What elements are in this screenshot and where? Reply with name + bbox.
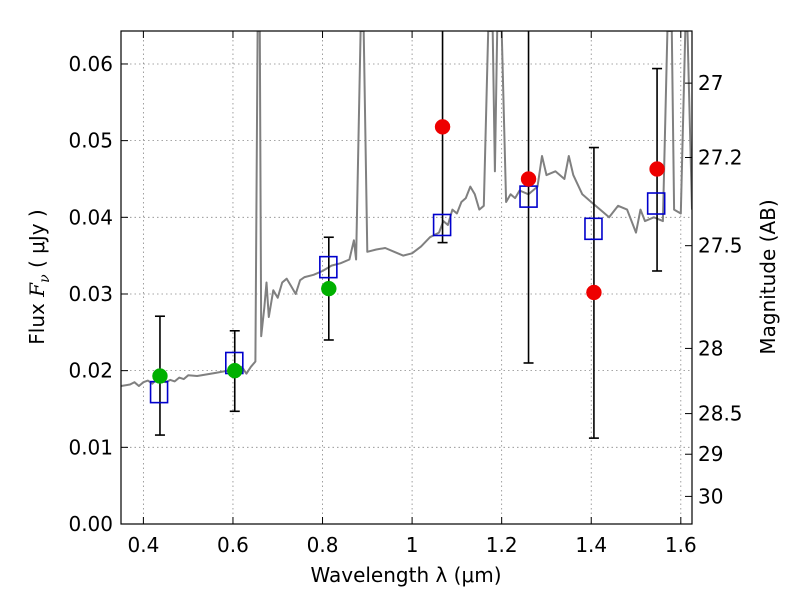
plot-frame <box>120 30 693 525</box>
y2-axis-title: Magnitude (AB) <box>756 199 780 354</box>
green-circle-marker <box>321 280 337 297</box>
y2-tick-label: 28.5 <box>698 402 743 426</box>
y-tick-label: 0.01 <box>68 435 113 459</box>
y-axis-title: Flux Fν ( μJy ) <box>25 209 53 344</box>
ticks: 0.4 0.6 0.8 1 1.2 1.4 1.6 0.00 0.01 0.02 0.03 0.04 0… <box>68 31 743 557</box>
y-tick-label: 0.04 <box>68 205 113 229</box>
x-tick-label: 0.4 <box>127 533 159 557</box>
y2-tick-label: 28 <box>698 336 723 360</box>
green-circle-marker <box>152 368 168 384</box>
grid <box>121 31 692 525</box>
y2-tick-label: 30 <box>698 484 723 508</box>
x-tick-label: 0.6 <box>217 533 249 557</box>
y2-tick-label: 27 <box>698 71 723 95</box>
y2-tick-label: 27.5 <box>698 234 743 258</box>
y2-tick-label: 29 <box>698 442 723 466</box>
red-circle-marker <box>520 171 537 187</box>
red-circle-marker <box>586 284 602 301</box>
plot-data <box>121 31 692 387</box>
y-tick-label: 0.03 <box>68 282 113 306</box>
model-square-marker <box>432 213 452 237</box>
x-tick-label: 1.6 <box>665 533 697 557</box>
green-circle-marker <box>227 362 243 379</box>
model-square-marker <box>584 217 603 241</box>
plot-markers <box>149 31 666 439</box>
x-tick-label: 1 <box>406 533 419 557</box>
model-square-marker <box>319 255 338 279</box>
x-axis-title: Wavelength λ (μm) <box>310 563 501 587</box>
model-square-marker <box>646 192 666 215</box>
red-circle-marker <box>649 161 665 177</box>
y-tick-label: 0.02 <box>68 359 113 383</box>
y-tick-label: 0.00 <box>68 512 113 536</box>
y2-tick-label: 27.2 <box>698 146 743 170</box>
y-tick-label: 0.06 <box>68 52 113 76</box>
spectrum-line <box>121 31 692 387</box>
x-tick-label: 1.4 <box>575 533 607 557</box>
y-tick-label: 0.05 <box>68 129 113 153</box>
x-tick-label: 1.2 <box>486 533 518 557</box>
x-tick-label: 0.8 <box>307 533 339 557</box>
red-circle-marker <box>434 119 451 135</box>
